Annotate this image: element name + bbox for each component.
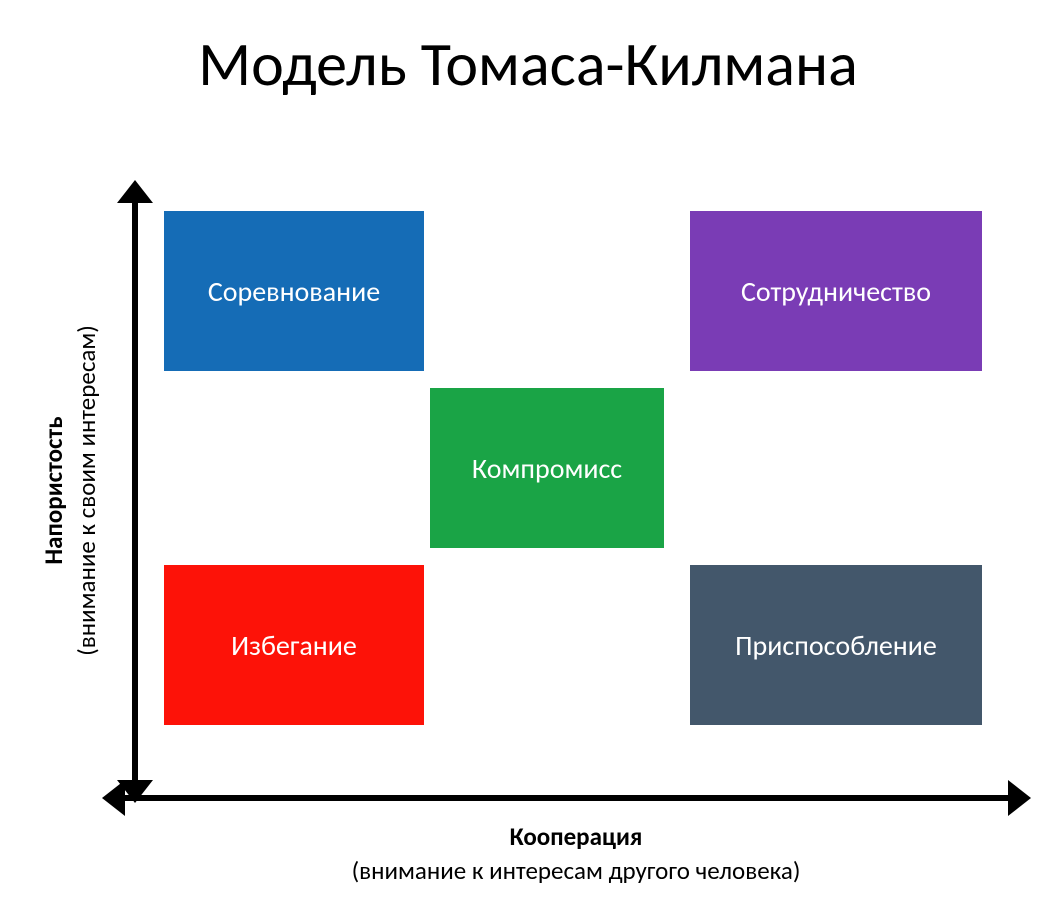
box-compromise-label: Компромисс [472, 451, 622, 486]
diagram-title: Модель Томаса-Килмана [0, 26, 1056, 102]
x-axis-arrow-left-icon [102, 780, 125, 816]
y-axis-label: Напористость (внимание к своим интересам… [0, 450, 370, 530]
box-collaboration: Сотрудничество [690, 211, 982, 371]
box-avoidance: Избегание [164, 565, 424, 725]
y-axis-arrow-up-icon [117, 180, 153, 203]
x-axis-label: Кооперация (внимание к интересам другого… [160, 820, 992, 888]
x-axis-label-bold: Кооперация [510, 821, 643, 852]
box-collaboration-label: Сотрудничество [741, 274, 931, 309]
box-accommodation: Приспособление [690, 565, 982, 725]
x-axis-label-paren: (внимание к интересам другого человека) [352, 855, 801, 886]
x-axis-arrow-right-icon [1008, 780, 1031, 816]
box-competition-label: Соревнование [208, 274, 380, 309]
box-accommodation-label: Приспособление [735, 628, 937, 663]
x-axis-line [118, 795, 1010, 801]
box-competition: Соревнование [164, 211, 424, 371]
diagram-stage: Модель Томаса-Килмана Напористость (вним… [0, 0, 1056, 918]
y-axis-label-bold: Напористость [37, 416, 68, 564]
y-axis-label-paren: (внимание к своим интересам) [70, 325, 101, 656]
box-avoidance-label: Избегание [231, 628, 357, 663]
box-compromise: Компромисс [430, 388, 664, 548]
